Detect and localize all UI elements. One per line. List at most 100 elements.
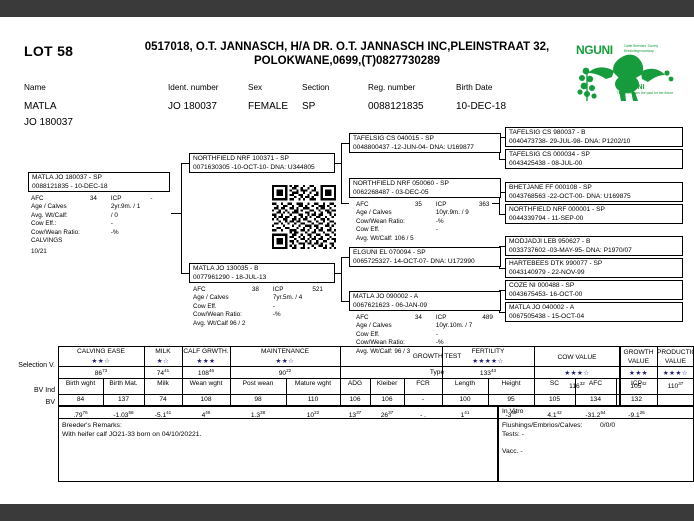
sup: 37 [356,410,362,415]
divider [58,366,620,367]
group-calf-growth-stars: ★★★ [196,358,216,365]
stats-gen3-1: AFC 35 ICP 363 Age / Calves 10yr.9m. / 9 Cow… [356,201,489,243]
connector [499,312,505,313]
stats-dam: AFC 38 ICP 521 Age / Calves 7yr.5m. / 4 Cow … [193,286,323,328]
sup: 46 [205,410,211,415]
animal-reg: 0033737602 -03-MAY-95- DNA: P1970/07 [509,247,632,254]
bv-birth-mat: -1.0358 [103,410,144,419]
pedigree-box-gen3-2: ELGUNI EL 070094 - SP 0065725327- 14-OCT… [349,247,501,267]
remarks-text: With heifer calf JO21-33 born on 04/10/2… [62,431,202,438]
cow-value-stars: ★★★☆ [564,370,590,377]
sup: 73 [102,368,108,373]
sup: 37 [678,381,684,386]
bvind-milk: 74 [159,396,167,403]
flushings-label: Flushings/Embrios/Calves: [502,422,583,429]
stat-key2: / 0 [110,211,118,219]
stat-key: Cow/Wean Ratio: [193,311,242,319]
stat-key2: - [435,226,439,234]
divider [404,378,405,406]
stat-key2: -% [272,311,281,319]
cow-value-value: 11632 [534,381,620,390]
flushings-value: 0/0/0 [600,422,616,429]
animal-name: MATLA JO 180037 - SP [32,174,102,181]
stat-key2: 10yr.10m. / 7 [435,322,473,330]
th-post-wean: Post wean [242,380,274,387]
sup: 38 [260,410,266,415]
group-calving-ease-stars: ★★☆ [91,358,111,365]
stat-key: Cow Eff. [193,302,217,310]
group-fertility-stars: ★★★★☆ [472,358,504,365]
divider [488,378,489,406]
row-label-selection: Selection V. [18,362,55,369]
stat-key2: -% [435,217,444,225]
stat-val2: 363 [478,201,490,208]
val: 1 [460,412,465,420]
bvind-fcr: - [421,396,425,403]
col-cow-value: COW VALUE [557,354,597,361]
col-growth-value: GROWTH VALUE [623,349,654,365]
growth-value-value: 10542 [620,381,657,390]
pedigree-box-gen4-1: TAFELSIG CS 000034 - SP 0043425438 - 08-… [505,149,683,169]
animal-reg: 0043425438 - 08-JUL-00 [509,160,583,167]
bv-adg: 1337 [340,410,370,419]
connector [171,213,182,214]
lot-number: LOT 58 [24,43,74,59]
bvind-afc: 134 [589,396,601,403]
stat-key: Cow/Wean Ratio: [356,339,405,347]
stat-key: AFC [356,314,369,321]
val: -3 [505,412,512,420]
divider [58,418,498,419]
sup: 43 [511,410,517,415]
sup: 42 [641,381,647,386]
logo-badge-sub: The breed from the past for the future [616,91,674,95]
bv-post-wean: 1.338 [230,410,286,419]
bvind-icp: 132 [630,396,642,403]
divider [103,378,104,406]
animal-name: ELGUNI EL 070094 - SP [353,249,426,256]
pedigree-box-gen4-6: COZE NI 000488 - SP 0043675453- 16-OCT-0… [505,280,683,300]
animal-name: MODJADJI LEB 950627 - B [509,238,591,245]
divider [616,378,617,406]
selection-milk: 7441 [144,368,182,377]
sup: 22 [286,368,292,373]
label-ident: Ident. number [168,83,219,92]
label-birth: Birth Date [456,83,493,92]
sup: 37 [388,410,394,415]
selection-calving-ease: 8673 [58,368,144,377]
stat-key: Avg. Wt/Calf: [31,211,68,219]
stat-val: 38 [251,286,259,293]
sup: 58 [128,410,134,415]
stat-key: AFC [193,286,206,293]
pedigree-box-sire: NORTHFIELD NRF 100371 - SP 0071630305 -1… [189,153,335,173]
nguni-logo: NGUNI Cattle Breeders' Society Beestelet… [572,39,682,101]
company-line-2: POLOKWANE,0699,(T)0827730289 [253,55,441,67]
animal-reg: 0043768563 -22-OCT-00- DNA: U169875 [509,193,631,200]
logo-wordmark-sub: Cattle Breeders' Society Beesteletgenoot… [624,44,659,53]
growth-test-type-label: Type [429,369,445,376]
bvind-height: 95 [507,396,515,403]
stat-key: Avg. Wt/Calf 96 / 2 [193,319,246,327]
th-mature-wght: Mature wght [294,380,332,387]
connector [341,143,349,144]
animal-name: MATLA JO 130035 - B [193,265,259,272]
bv-height: -343 [488,410,534,419]
divider [230,346,231,406]
stat-key2: -% [435,339,444,347]
stat-key: AFC [31,195,44,202]
th-height: Height [501,380,521,387]
connector [499,137,505,138]
production-value-value: 11037 [657,381,694,390]
connector [341,301,349,302]
value-ident: JO 180037 [168,101,217,112]
bv-kleiber: 2637 [370,410,404,419]
pedigree-box-gen3-1: NORTHFIELD NRF 050060 - SP 0062268487 - … [349,178,501,198]
pedigree-box-gen3-0: TAFELSIG CS 040015 - SP 0048800437 -12-J… [349,133,501,153]
connector [341,203,349,204]
stat-val2: 521 [312,286,323,293]
val: -9.1 [628,412,640,420]
nguni-bull-illustration [577,54,674,101]
group-calving-ease: CALVING EASE [77,348,125,355]
animal-name: TAFELSIG CS 000034 - SP [509,151,590,158]
value-birth: 10-DEC-18 [456,101,507,112]
stat-key: Age / Calves [193,294,229,302]
